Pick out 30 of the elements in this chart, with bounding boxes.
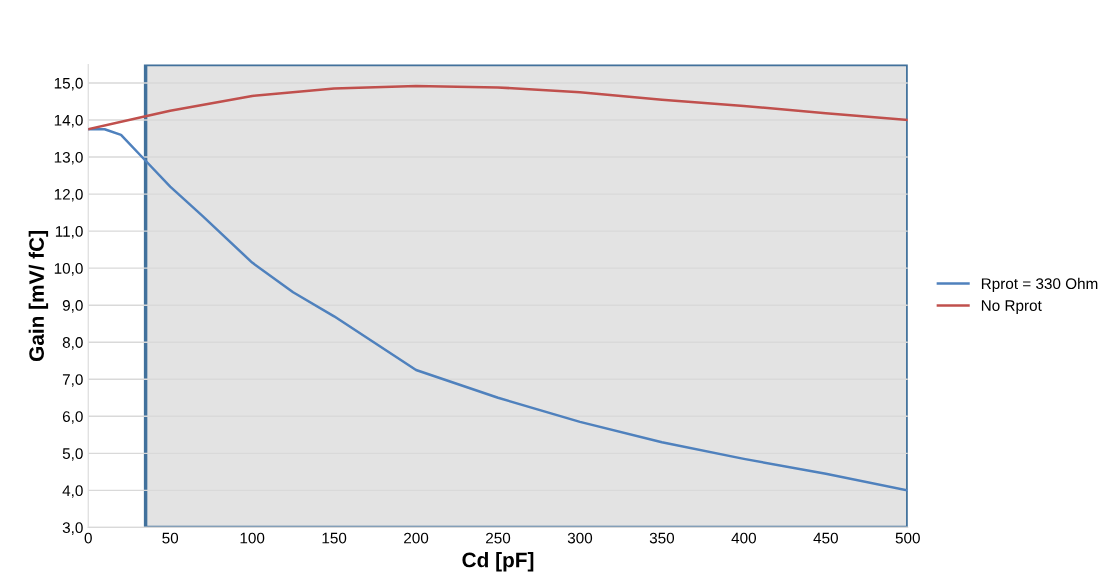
y-tick-label: 3,0 [62, 522, 83, 535]
x-tick-label: 150 [322, 532, 347, 544]
y-tick-label: 4,0 [62, 485, 83, 498]
legend-label: Rprot = 330 Ohm [981, 277, 1098, 293]
x-tick-label: 400 [731, 532, 757, 544]
line-series [88, 84, 908, 131]
x-tick-label: 250 [486, 532, 511, 544]
x-tick-label: 450 [813, 532, 838, 544]
y-tick-label: 15,0 [54, 77, 83, 91]
y-tick-label: 8,0 [62, 337, 83, 350]
x-tick-label: 0 [84, 532, 92, 544]
x-tick-label: 350 [649, 532, 675, 544]
y-tick-label: 5,0 [62, 448, 83, 461]
y-tick-label: 14,0 [54, 114, 83, 128]
y-tick-label: 10,0 [54, 263, 83, 276]
x-tick-label: 200 [404, 532, 429, 544]
y-tick-label: 7,0 [62, 374, 83, 387]
x-tick-label: 50 [162, 532, 179, 544]
line-series [88, 128, 908, 492]
x-tick-label: 100 [240, 532, 265, 544]
y-tick-label: 13,0 [54, 151, 83, 165]
x-tick-label: 300 [567, 532, 593, 544]
y-tick-label: 11,0 [55, 225, 83, 239]
y-tick-label: 12,0 [54, 188, 83, 202]
x-axis-title: Cd [pF] [462, 552, 534, 572]
x-tick-label: 500 [895, 532, 920, 544]
y-tick-label: 6,0 [62, 411, 83, 424]
y-tick-label: 9,0 [62, 300, 83, 313]
legend-label: No Rprot [981, 300, 1042, 314]
y-axis-title: Gain [mV/ fC] [28, 231, 49, 362]
